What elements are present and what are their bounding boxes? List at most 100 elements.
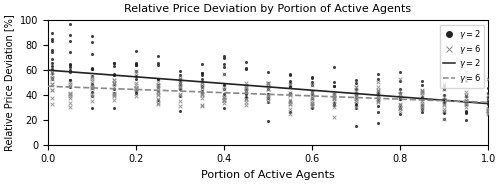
Point: [330, 95, 338, 98]
Point: [198, 84, 206, 87]
Point: [198, 97, 206, 100]
Point: [66, 66, 74, 69]
Point: [48, 89, 56, 92]
Point: [198, 103, 206, 106]
Point: [198, 93, 206, 96]
Point: [176, 77, 184, 80]
Point: [176, 76, 184, 79]
Point: [418, 91, 426, 94]
Point: [66, 63, 74, 66]
Point: [462, 105, 470, 108]
Point: [286, 84, 294, 87]
Point: [396, 93, 404, 96]
Point: [88, 106, 96, 109]
Point: [286, 82, 294, 85]
Point: [88, 86, 96, 89]
Point: [418, 110, 426, 113]
Point: [286, 99, 294, 102]
Point: [198, 73, 206, 76]
Point: [176, 79, 184, 82]
Point: [110, 91, 118, 94]
Point: [264, 100, 272, 103]
Point: [374, 90, 382, 93]
Point: [374, 78, 382, 81]
Point: [484, 98, 492, 101]
Point: [48, 83, 56, 86]
Point: [330, 85, 338, 88]
Point: [286, 108, 294, 111]
Point: [66, 33, 74, 36]
Point: [396, 109, 404, 112]
Point: [374, 94, 382, 97]
Point: [308, 104, 316, 107]
Point: [242, 85, 250, 88]
Point: [396, 87, 404, 90]
Point: [88, 94, 96, 97]
Point: [154, 83, 162, 86]
Point: [264, 120, 272, 123]
Point: [484, 106, 492, 109]
Point: [418, 89, 426, 92]
Point: [264, 94, 272, 97]
Point: [374, 89, 382, 92]
Point: [198, 93, 206, 96]
Point: [264, 87, 272, 90]
Point: [110, 79, 118, 82]
Point: [48, 77, 56, 80]
Point: [198, 93, 206, 95]
Point: [48, 102, 56, 105]
Point: [176, 85, 184, 88]
Point: [352, 103, 360, 106]
Point: [308, 105, 316, 107]
Point: [88, 86, 96, 89]
Point: [352, 86, 360, 89]
Point: [330, 102, 338, 105]
Point: [440, 103, 448, 106]
Point: [396, 92, 404, 95]
Point: [308, 91, 316, 94]
Point: [308, 102, 316, 105]
Point: [110, 78, 118, 81]
Point: [48, 48, 56, 51]
Point: [352, 92, 360, 95]
Point: [220, 95, 228, 98]
Point: [484, 109, 492, 112]
Point: [264, 71, 272, 74]
Point: [440, 98, 448, 100]
Point: [66, 96, 74, 99]
Point: [264, 88, 272, 91]
Point: [396, 104, 404, 107]
Point: [220, 98, 228, 101]
Point: [352, 124, 360, 127]
Point: [374, 89, 382, 92]
Point: [484, 108, 492, 111]
Point: [154, 87, 162, 90]
Point: [220, 98, 228, 101]
Point: [308, 99, 316, 102]
Point: [176, 105, 184, 107]
Point: [176, 87, 184, 90]
Point: [220, 88, 228, 91]
Point: [176, 100, 184, 103]
Point: [88, 86, 96, 89]
Point: [242, 90, 250, 93]
Point: [48, 40, 56, 43]
Point: [66, 85, 74, 88]
Point: [374, 98, 382, 101]
Point: [264, 81, 272, 84]
Point: [154, 77, 162, 80]
Point: [462, 94, 470, 97]
Point: [242, 92, 250, 95]
Point: [132, 94, 140, 97]
Point: [352, 100, 360, 102]
Point: [220, 84, 228, 86]
Point: [264, 97, 272, 100]
Point: [352, 96, 360, 99]
Point: [48, 70, 56, 73]
Point: [330, 65, 338, 68]
Point: [66, 39, 74, 42]
Point: [88, 75, 96, 78]
Point: [352, 98, 360, 101]
Point: [48, 73, 56, 76]
Point: [88, 84, 96, 87]
